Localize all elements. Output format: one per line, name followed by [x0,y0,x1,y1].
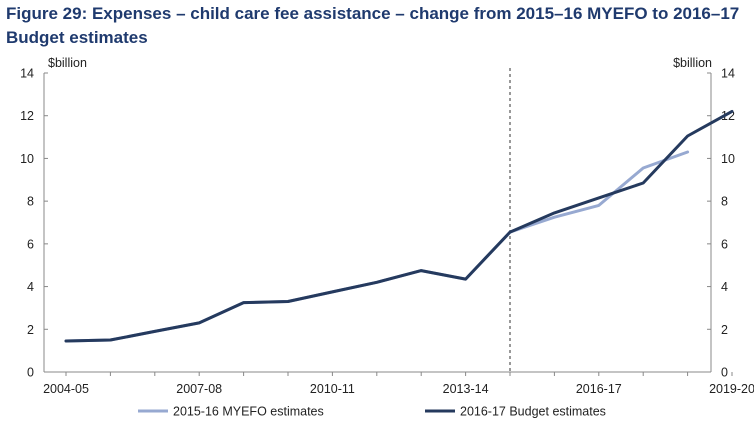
legend: 2015-16 MYEFO estimates 2016-17 Budget es… [138,405,606,419]
figure-title: Figure 29: Expenses – child care fee ass… [6,4,740,47]
series-line-2 [64,109,734,343]
y-tick-label-left: 6 [27,237,34,251]
x-tick-label: 2004-05 [43,382,89,396]
y-tick-label-right: 8 [721,195,728,209]
legend-label-1: 2015-16 MYEFO estimates [173,405,324,419]
y-tick-label-left: 8 [27,195,34,209]
y-axis-unit-right: $billion [673,56,712,70]
y-tick-label-left: 10 [20,152,34,166]
y-axis-unit-left: $billion [48,56,87,70]
y-tick-label-left: 4 [27,280,34,294]
x-tick-label: 2010-11 [310,382,355,396]
legend-label-2: 2016-17 Budget estimates [460,405,606,419]
x-tick-label: 2019-20 [709,382,754,396]
chart-axes [43,68,733,376]
y-tick-label-left: 12 [20,109,34,123]
x-tick-label: 2007-08 [176,382,222,396]
y-tick-label-left: 14 [20,67,34,81]
y-tick-label-right: 4 [721,280,728,294]
y-tick-label-right: 14 [721,67,735,81]
y-tick-label-left: 0 [27,366,34,380]
y-tick-label-right: 2 [721,323,728,337]
y-tick-label-right: 10 [721,152,735,166]
series-line-1 [64,150,690,343]
x-tick-label: 2013-14 [443,382,489,396]
y-tick-label-right: 6 [721,237,728,251]
y-tick-label-right: 0 [721,366,728,380]
series-lines [64,109,734,343]
y-tick-label-left: 2 [27,323,34,337]
x-tick-label: 2016-17 [576,382,622,396]
